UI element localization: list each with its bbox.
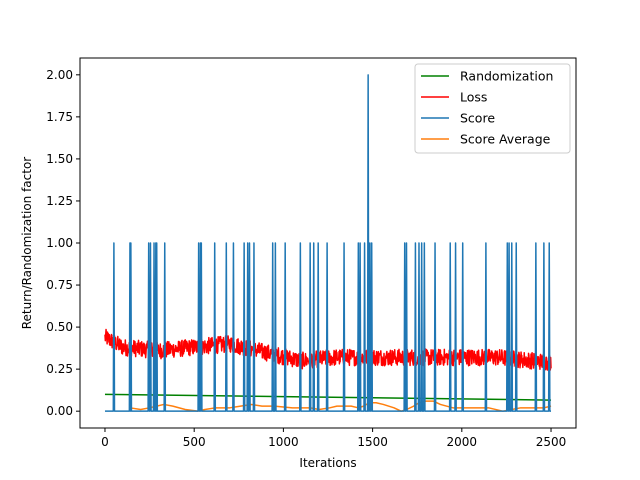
x-tick-label: 2000 [447, 435, 478, 449]
y-tick-label: 1.75 [46, 110, 73, 124]
x-tick-label: 0 [101, 435, 109, 449]
series-score-average [129, 400, 552, 412]
x-axis: 0 500 1000 1500 2000 2500 [101, 428, 566, 449]
y-axis-label: Return/Randomization factor [20, 157, 34, 330]
y-axis: 0.00 0.25 0.50 0.75 1.00 1.25 1.50 1.75 2.00 [46, 68, 80, 418]
x-tick-label: 500 [183, 435, 206, 449]
y-tick-label: 2.00 [46, 68, 73, 82]
y-tick-label: 0.25 [46, 362, 73, 376]
x-tick-label: 2500 [536, 435, 567, 449]
legend-frame [414, 63, 571, 154]
legend-label-score: Score [460, 111, 495, 126]
y-tick-label: 1.00 [46, 236, 73, 250]
x-tick-label: 1000 [268, 435, 299, 449]
y-tick-label: 0.75 [46, 278, 73, 292]
series-layer [104, 74, 552, 412]
legend-label-loss: Loss [460, 90, 487, 105]
y-tick-label: 1.25 [46, 194, 73, 208]
legend: Randomization Loss Score Score Average [414, 63, 571, 154]
x-tick-label: 1500 [357, 435, 388, 449]
series-score [104, 74, 552, 412]
x-axis-label: Iterations [299, 456, 356, 470]
y-tick-label: 0.00 [46, 404, 73, 418]
y-tick-label: 0.50 [46, 320, 73, 334]
legend-label-score-average: Score Average [460, 132, 551, 147]
legend-label-randomization: Randomization [460, 69, 553, 84]
y-tick-label: 1.50 [46, 152, 73, 166]
